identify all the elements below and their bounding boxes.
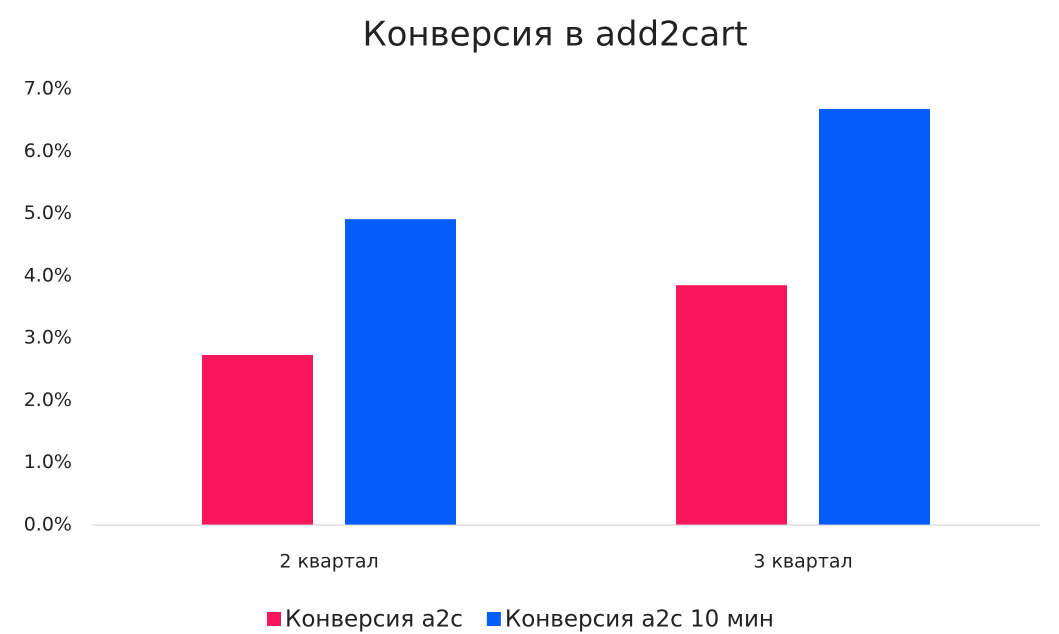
y-tick-label: 5.0%: [24, 202, 72, 224]
chart-title: Конверсия в add2cart: [362, 15, 747, 55]
bar: [819, 108, 930, 525]
legend-swatch: [486, 612, 501, 626]
x-tick-label: 2 квартал: [279, 551, 378, 573]
y-tick-label: 1.0%: [24, 451, 72, 473]
bar: [345, 219, 456, 526]
y-tick-label: 0.0%: [24, 514, 72, 536]
bar: [202, 354, 313, 525]
y-tick-label: 7.0%: [24, 78, 72, 100]
legend-swatch: [267, 612, 281, 626]
legend-label: Конверсия a2c: [285, 607, 463, 633]
y-tick-label: 2.0%: [24, 389, 72, 411]
legend-label: Конверсия a2c 10 мин: [505, 607, 774, 633]
y-tick-label: 6.0%: [24, 140, 72, 162]
y-tick-label: 3.0%: [24, 327, 72, 349]
x-tick-label: 3 квартал: [753, 551, 852, 573]
y-tick-label: 4.0%: [24, 264, 72, 286]
bar: [676, 285, 787, 525]
